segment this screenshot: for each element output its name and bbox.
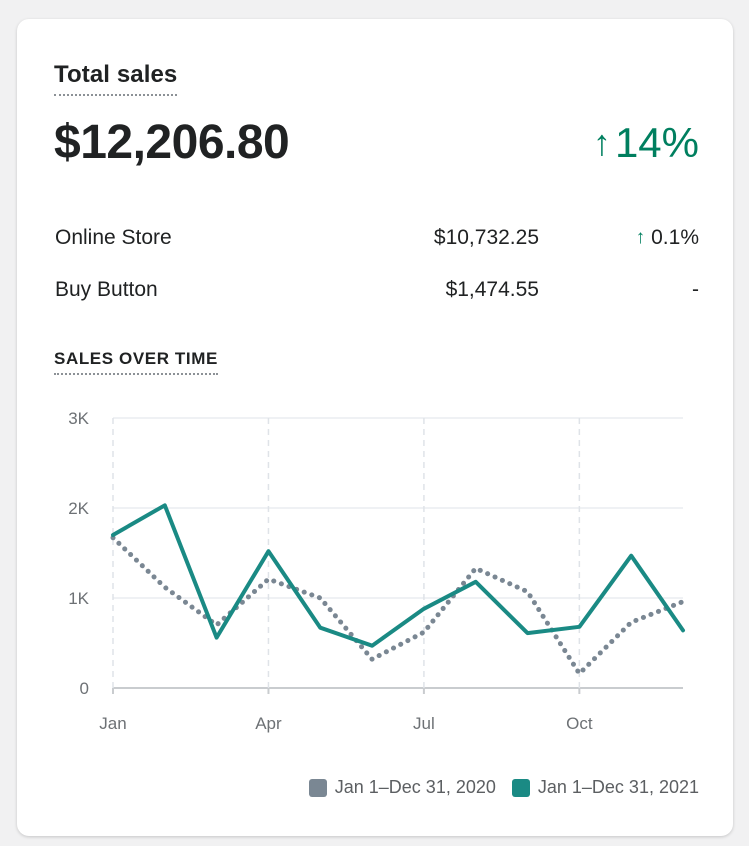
sales-over-time-chart[interactable]: 3K 2K 1K 0 Jan Apr Jul Oct [17, 19, 733, 836]
channel-name: Buy Button [55, 278, 158, 301]
series-line-2020 [110, 535, 686, 677]
legend-item-2021[interactable]: Jan 1–Dec 31, 2021 [511, 777, 699, 798]
card-title[interactable]: Total sales [54, 61, 178, 96]
legend-swatch-2021 [511, 778, 530, 797]
legend-label-2021: Jan 1–Dec 31, 2021 [537, 777, 699, 797]
channel-row-buy-button: Buy Button $1,474.55 - [54, 278, 699, 308]
x-tick-label: Jul [413, 714, 435, 733]
channel-change: ↑ 0.1% [636, 226, 699, 250]
total-sales-value: $12,206.80 [54, 116, 290, 169]
y-tick-label: 0 [80, 679, 89, 698]
sales-over-time-title[interactable]: SALES OVER TIME [54, 349, 218, 375]
y-tick-label: 2K [68, 499, 89, 518]
arrow-up-icon: ↑ [635, 227, 646, 248]
x-tick-label: Jan [99, 714, 126, 733]
channel-value: $10,732.25 [433, 226, 539, 249]
total-change-value: 14% [614, 119, 699, 166]
y-tick-label: 3K [68, 409, 89, 428]
channel-change-value: 0.1% [651, 226, 699, 249]
legend-item-2020[interactable]: Jan 1–Dec 31, 2020 [308, 777, 496, 798]
legend-label-2020: Jan 1–Dec 31, 2020 [334, 777, 496, 797]
channel-change: - [692, 278, 699, 302]
x-tick-label: Oct [566, 714, 593, 733]
arrow-up-icon: ↑ [592, 122, 611, 163]
channel-value: $1,474.55 [445, 278, 539, 301]
y-tick-label: 1K [68, 589, 89, 608]
x-tick-label: Apr [255, 714, 282, 733]
channel-change-value: - [692, 278, 699, 301]
total-change: ↑ 14% [593, 119, 699, 167]
total-sales-card: Total sales $12,206.80 ↑ 14% Online Stor… [17, 19, 733, 836]
series-line-2021 [111, 503, 685, 648]
legend-swatch-2020 [308, 778, 327, 797]
channel-name: Online Store [55, 226, 172, 249]
chart-legend: Jan 1–Dec 31, 2020 Jan 1–Dec 31, 2021 [308, 777, 699, 798]
channel-row-online-store: Online Store $10,732.25 ↑ 0.1% [54, 226, 699, 256]
